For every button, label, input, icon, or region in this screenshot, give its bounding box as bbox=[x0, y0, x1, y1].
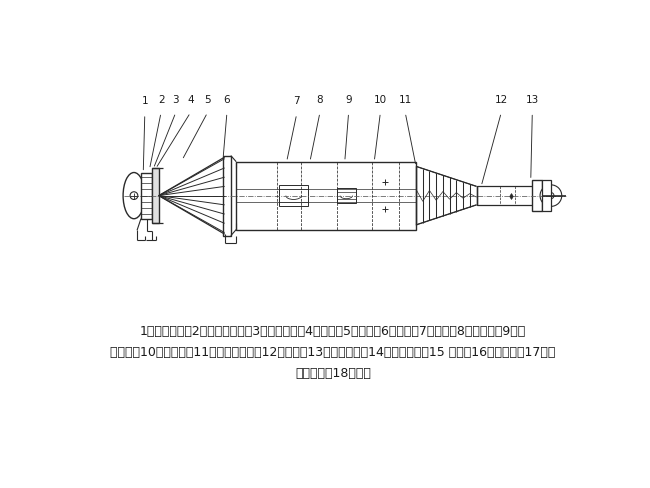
Bar bbox=[236, 162, 416, 229]
Text: 10: 10 bbox=[374, 95, 387, 105]
Bar bbox=[532, 180, 541, 211]
Text: 1一限位装置；2一防带杆装置；3一上端法兰；4一挡环；5一转环；6一芜杆；7一键条；8一加压台；9一导: 1一限位装置；2一防带杆装置；3一上端法兰；4一挡环；5一转环；6一芜杆；7一键… bbox=[140, 325, 526, 338]
Bar bbox=[141, 173, 152, 219]
Ellipse shape bbox=[548, 193, 554, 199]
Text: 11: 11 bbox=[398, 95, 412, 105]
Ellipse shape bbox=[540, 185, 562, 206]
Ellipse shape bbox=[130, 192, 138, 200]
Bar bbox=[337, 188, 356, 203]
Text: 13: 13 bbox=[526, 95, 539, 105]
Text: 向斜块；10一分水盘；11一下减震装置；12一方头；13一錢杆销轴；14一减震总成；15 一杆；16一中间杆；17一防: 向斜块；10一分水盘；11一下减震装置；12一方头；13一錢杆销轴；14一减震总… bbox=[111, 346, 556, 359]
Bar bbox=[223, 156, 231, 236]
Text: 12: 12 bbox=[495, 95, 508, 105]
Ellipse shape bbox=[123, 173, 145, 219]
Text: 2: 2 bbox=[158, 95, 164, 105]
Text: 带杆托盘；18一扁头: 带杆托盘；18一扁头 bbox=[295, 367, 371, 380]
Text: 6: 6 bbox=[224, 95, 230, 105]
Text: 7: 7 bbox=[293, 96, 300, 106]
Text: 4: 4 bbox=[187, 95, 194, 105]
Bar bbox=[279, 185, 308, 206]
Text: 9: 9 bbox=[345, 95, 352, 105]
Text: 8: 8 bbox=[317, 95, 323, 105]
Text: 1: 1 bbox=[142, 96, 148, 106]
Bar bbox=[541, 180, 551, 211]
Text: 3: 3 bbox=[172, 95, 179, 105]
Text: 5: 5 bbox=[204, 95, 211, 105]
Bar bbox=[152, 168, 159, 224]
Bar bbox=[476, 186, 534, 205]
